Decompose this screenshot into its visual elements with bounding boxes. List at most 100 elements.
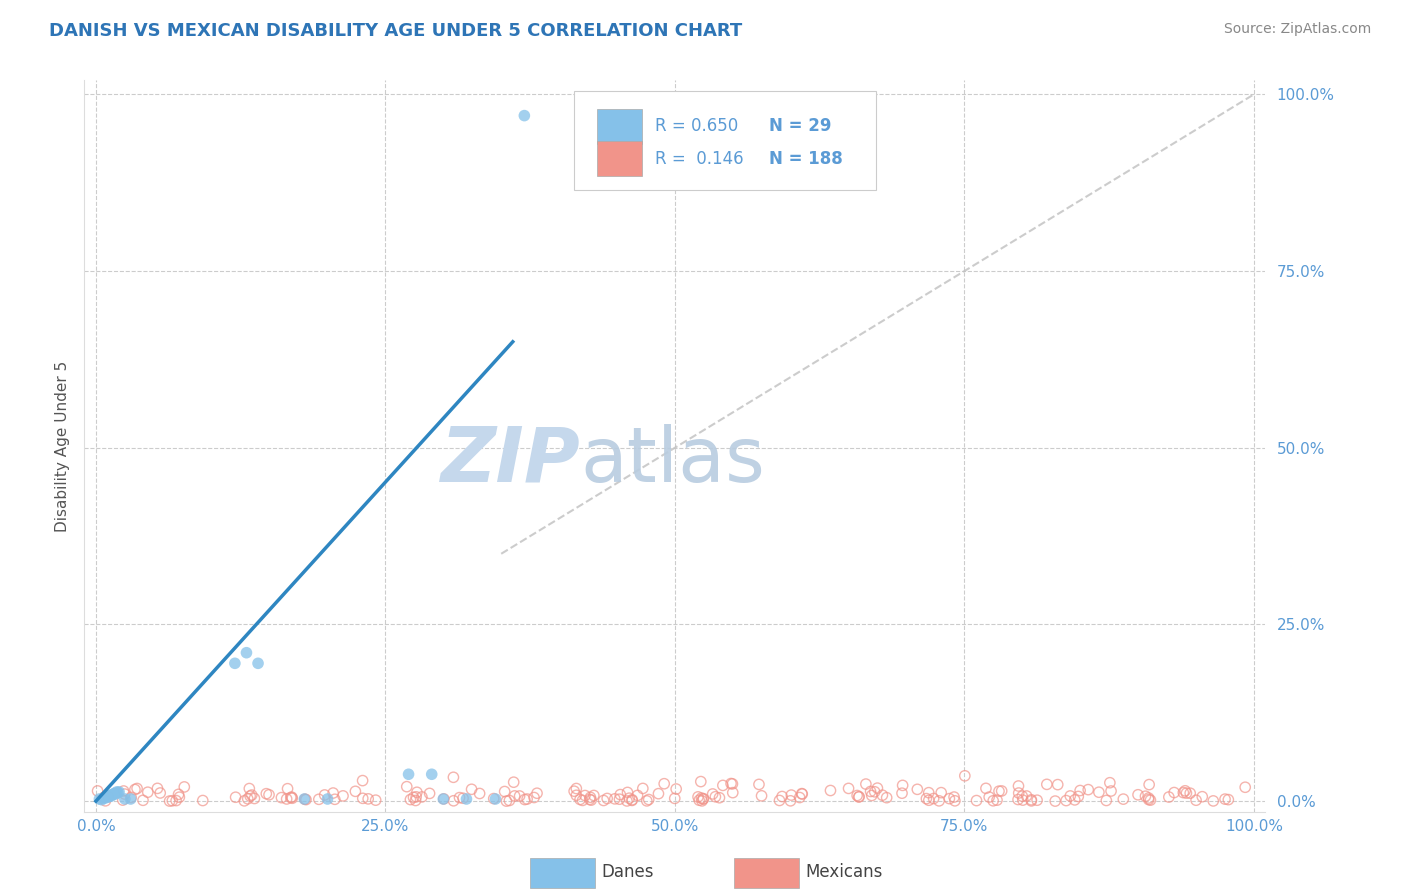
Point bbox=[616, 785, 638, 799]
Point bbox=[709, 790, 731, 805]
Point bbox=[1174, 784, 1197, 798]
Point bbox=[1202, 794, 1225, 808]
Point bbox=[863, 785, 886, 799]
Point bbox=[1112, 792, 1135, 806]
Point bbox=[953, 769, 976, 783]
Point bbox=[165, 794, 187, 808]
Text: atlas: atlas bbox=[581, 424, 765, 498]
Point bbox=[96, 789, 118, 804]
Point bbox=[1007, 792, 1029, 806]
Text: N = 188: N = 188 bbox=[769, 150, 844, 168]
Point bbox=[1095, 793, 1118, 807]
Point bbox=[1021, 793, 1043, 807]
Point bbox=[988, 784, 1011, 798]
Point bbox=[398, 767, 420, 781]
Point bbox=[114, 792, 136, 806]
Point bbox=[860, 789, 883, 803]
Point bbox=[112, 784, 135, 798]
FancyBboxPatch shape bbox=[598, 141, 641, 176]
Point bbox=[891, 778, 914, 792]
Point bbox=[686, 789, 709, 804]
Point bbox=[1135, 789, 1157, 804]
Point bbox=[1126, 788, 1149, 802]
Point bbox=[104, 787, 127, 801]
Point bbox=[592, 793, 614, 807]
Point bbox=[770, 789, 793, 804]
Point bbox=[915, 791, 938, 805]
Point bbox=[569, 792, 592, 806]
Point bbox=[1088, 785, 1111, 799]
Point bbox=[664, 791, 686, 805]
Point bbox=[866, 781, 889, 796]
Point bbox=[236, 792, 259, 806]
Point bbox=[647, 787, 669, 801]
Text: N = 29: N = 29 bbox=[769, 118, 832, 136]
Point bbox=[609, 792, 631, 806]
Point bbox=[571, 793, 593, 807]
Point bbox=[652, 777, 675, 791]
Point bbox=[789, 790, 811, 805]
Point bbox=[114, 787, 136, 801]
Point bbox=[322, 786, 344, 800]
Point bbox=[125, 781, 148, 796]
Point bbox=[509, 789, 531, 803]
Point bbox=[780, 788, 803, 802]
Point bbox=[876, 790, 898, 805]
Point bbox=[855, 777, 877, 791]
Point bbox=[1077, 782, 1099, 797]
Point bbox=[1011, 793, 1033, 807]
Point bbox=[406, 785, 429, 799]
Point bbox=[443, 794, 465, 808]
Point bbox=[918, 786, 941, 800]
Point bbox=[846, 789, 869, 803]
Point bbox=[721, 786, 744, 800]
Point bbox=[173, 780, 195, 794]
Point bbox=[395, 780, 418, 794]
Point bbox=[516, 792, 538, 806]
Point bbox=[1163, 786, 1185, 800]
Point bbox=[820, 783, 842, 797]
Point bbox=[848, 789, 870, 804]
Point bbox=[571, 109, 593, 123]
Point bbox=[603, 792, 626, 806]
Point bbox=[626, 789, 648, 803]
Point bbox=[704, 789, 727, 804]
Point bbox=[690, 794, 713, 808]
Point bbox=[562, 784, 585, 798]
Point bbox=[270, 790, 292, 805]
Text: R =  0.146: R = 0.146 bbox=[655, 150, 744, 168]
Point bbox=[441, 770, 464, 784]
Point bbox=[790, 787, 813, 801]
Point bbox=[419, 786, 441, 800]
FancyBboxPatch shape bbox=[575, 91, 876, 190]
Point bbox=[979, 790, 1001, 805]
Point bbox=[1067, 789, 1090, 804]
Point bbox=[93, 791, 115, 805]
Point bbox=[225, 790, 247, 805]
Point bbox=[990, 784, 1012, 798]
Point bbox=[103, 786, 125, 800]
Point bbox=[405, 793, 427, 807]
Point bbox=[922, 791, 945, 805]
Point bbox=[582, 789, 605, 803]
Point bbox=[631, 781, 654, 796]
Point bbox=[943, 790, 966, 805]
Point bbox=[579, 793, 602, 807]
Point bbox=[636, 794, 658, 808]
Point bbox=[97, 789, 120, 804]
Point bbox=[1139, 793, 1161, 807]
Point bbox=[503, 789, 526, 803]
Point bbox=[918, 793, 941, 807]
Point bbox=[619, 791, 641, 805]
Point bbox=[352, 791, 374, 805]
Point bbox=[162, 794, 184, 808]
Point bbox=[974, 781, 997, 796]
Point bbox=[420, 767, 443, 781]
Point bbox=[111, 793, 134, 807]
Point bbox=[132, 793, 155, 807]
Point bbox=[451, 791, 474, 805]
Point bbox=[943, 794, 966, 808]
Point bbox=[352, 773, 374, 788]
Point bbox=[432, 792, 454, 806]
Point bbox=[513, 109, 536, 123]
